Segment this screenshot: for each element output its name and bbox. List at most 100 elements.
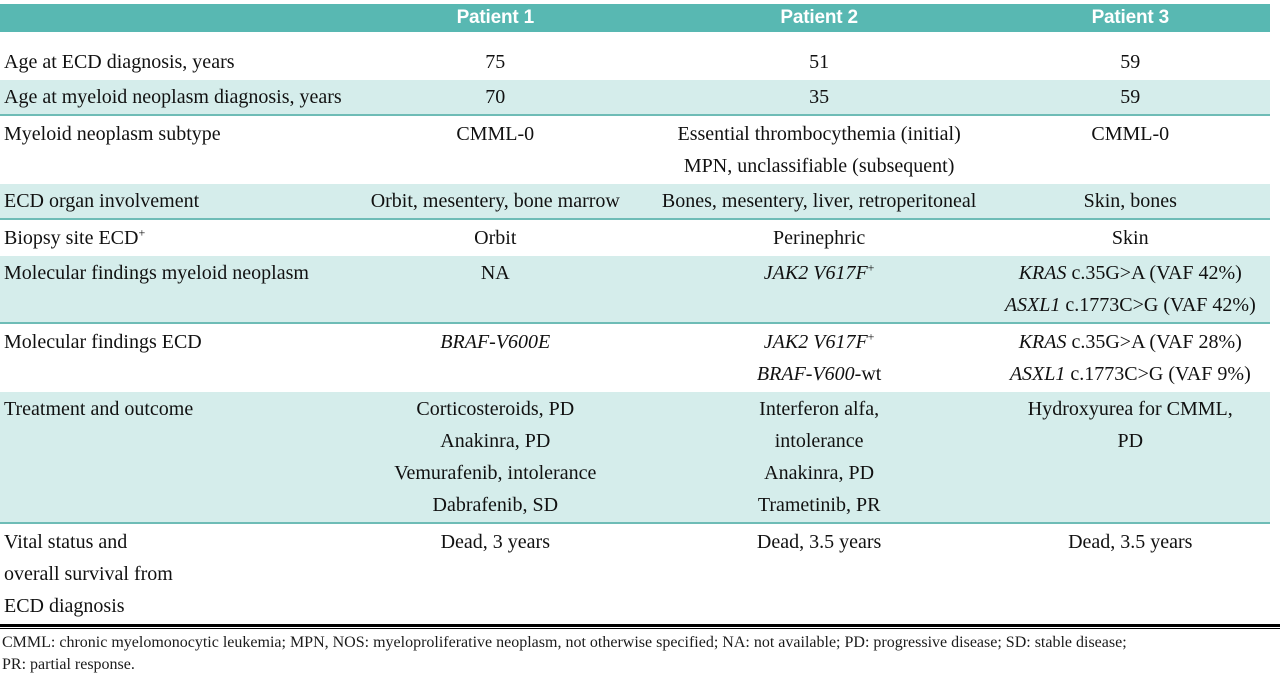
cell-line: KRAS c.35G>A (VAF 42%) [991,257,1270,289]
text-segment: + [867,329,875,344]
cell-line: BRAF-V600E [343,326,648,358]
cell-line: Dabrafenib, SD [343,489,648,521]
cell-line: Trametinib, PR [648,489,991,521]
row-label: Treatment and outcome [0,393,343,521]
text-segment: ECD diagnosis [4,595,125,617]
cell-value: JAK2 V617F+ BRAF-V600-wt [648,326,991,390]
text-segment: c.1773C>G (VAF 42%) [1060,294,1256,316]
table-row: Biopsy site ECD+ Orbit Perinephric Skin [0,220,1270,256]
cell-line: overall survival from [4,558,343,590]
cell-line: Interferon alfa, [648,393,991,425]
cell-line: Age at myeloid neoplasm diagnosis, years [4,81,343,113]
text-segment: + [138,225,146,240]
row-label: Molecular findings ECD [0,326,343,390]
text-segment: Skin [1111,227,1149,249]
cell-value: Dead, 3 years [343,526,648,622]
table-header-row: Patient 1 Patient 2 Patient 3 [0,4,1270,32]
row-label: Vital status and overall survival from ECD… [0,526,343,622]
text-segment: 51 [809,51,830,73]
row-label: Age at ECD diagnosis, years [0,46,343,78]
footnote-line: CMML: chronic myelomonocytic leukemia; M… [2,634,1127,651]
text-segment: NA [480,262,510,284]
cell-value: 59 [991,81,1270,113]
cell-line: JAK2 V617F+ [648,257,991,289]
text-segment: ASXL1 [1004,294,1061,316]
cell-line: 35 [648,81,991,113]
text-segment: c.35G>A (VAF 28%) [1066,331,1242,353]
text-segment: Orbit, mesentery, bone marrow [370,190,620,212]
text-segment: PD [1117,430,1144,452]
table-footnote: CMML: chronic myelomonocytic leukemia; M… [0,629,1276,676]
cell-line: Vital status and [4,526,343,558]
cell-line: 51 [648,46,991,78]
cell-line: CMML-0 [991,118,1270,150]
text-segment: ASXL1 [1009,363,1066,385]
cell-line: Age at ECD diagnosis, years [4,46,343,78]
cell-value: 51 [648,46,991,78]
table-row: Molecular findings ECD BRAF-V600E JAK2 V61… [0,324,1270,392]
cell-line: BRAF-V600-wt [648,358,991,390]
cell-line: PD [991,425,1270,457]
column-header: Patient 1 [456,7,535,28]
cell-value: 70 [343,81,648,113]
text-segment: Biopsy site ECD [4,227,139,249]
cell-value: Dead, 3.5 years [991,526,1270,622]
cell-value: 75 [343,46,648,78]
cell-line: ASXL1 c.1773C>G (VAF 9%) [991,358,1270,390]
text-segment: CMML-0 [456,123,535,145]
cell-line: ASXL1 c.1773C>G (VAF 42%) [991,289,1270,321]
cell-line: Perinephric [648,222,991,254]
cell-value: Corticosteroids, PD Anakinra, PD Vemurafen… [343,393,648,521]
text-segment: Molecular findings ECD [4,331,202,353]
text-segment: + [867,260,875,275]
cell-value: NA [343,257,648,321]
cell-value: JAK2 V617F+ [648,257,991,321]
text-segment: Treatment and outcome [4,398,194,420]
cell-line: Skin, bones [991,185,1270,217]
text-segment: 59 [1120,86,1141,108]
cell-line: Anakinra, PD [343,425,648,457]
row-label: Molecular findings myeloid neoplasm [0,257,343,321]
cell-line: ECD organ involvement [4,185,343,217]
row-label: Age at myeloid neoplasm diagnosis, years [0,81,343,113]
text-segment: Hydroxyurea for CMML, [1027,398,1233,420]
table-row: Vital status and overall survival from ECD… [0,524,1270,624]
cell-value: Interferon alfa, intolerance Anakinra, PD T… [648,393,991,521]
text-segment: intolerance [774,430,864,452]
cell-value: CMML-0 [343,118,648,182]
text-segment: Dead, 3 years [440,531,550,553]
cell-value: 35 [648,81,991,113]
text-segment: Anakinra, PD [764,462,875,484]
table-row: Treatment and outcome Corticosteroids, PD… [0,392,1270,524]
text-segment: overall survival from [4,563,173,585]
cell-line: Bones, mesentery, liver, retroperitoneal [648,185,991,217]
text-segment: -wt [854,363,882,385]
table-body: Age at ECD diagnosis, years 75 51 59 Age at … [0,44,1270,624]
cell-value: Orbit, mesentery, bone marrow [343,185,648,217]
cell-line: Myeloid neoplasm subtype [4,118,343,150]
cell-line: Molecular findings ECD [4,326,343,358]
text-segment: KRAS [1018,331,1067,353]
cell-line: Molecular findings myeloid neoplasm [4,257,343,289]
cell-value: KRAS c.35G>A (VAF 28%) ASXL1 c.1773C>G (V… [991,326,1270,390]
cell-line: 59 [991,81,1270,113]
table-row: Molecular findings myeloid neoplasm NA JAK… [0,256,1270,324]
row-label: Biopsy site ECD+ [0,222,343,254]
cell-line: Skin [991,222,1270,254]
text-segment: JAK2 V617F [763,262,868,284]
table-bottom-rule [0,624,1280,629]
cell-line: NA [343,257,648,289]
cell-line: Vemurafenib, intolerance [343,457,648,489]
text-segment: JAK2 V617F [763,331,868,353]
text-segment: 75 [485,51,506,73]
cell-line: JAK2 V617F+ [648,326,991,358]
text-segment: Skin, bones [1083,190,1177,212]
column-header: Patient 2 [780,7,858,28]
cell-line: 70 [343,81,648,113]
cell-value: Bones, mesentery, liver, retroperitoneal [648,185,991,217]
cell-line: Dead, 3 years [343,526,648,558]
column-header: Patient 3 [1091,7,1170,28]
table-row: Myeloid neoplasm subtype CMML-0 Essential … [0,116,1270,184]
text-segment: Anakinra, PD [440,430,551,452]
text-segment: BRAF-V600E [440,331,551,353]
